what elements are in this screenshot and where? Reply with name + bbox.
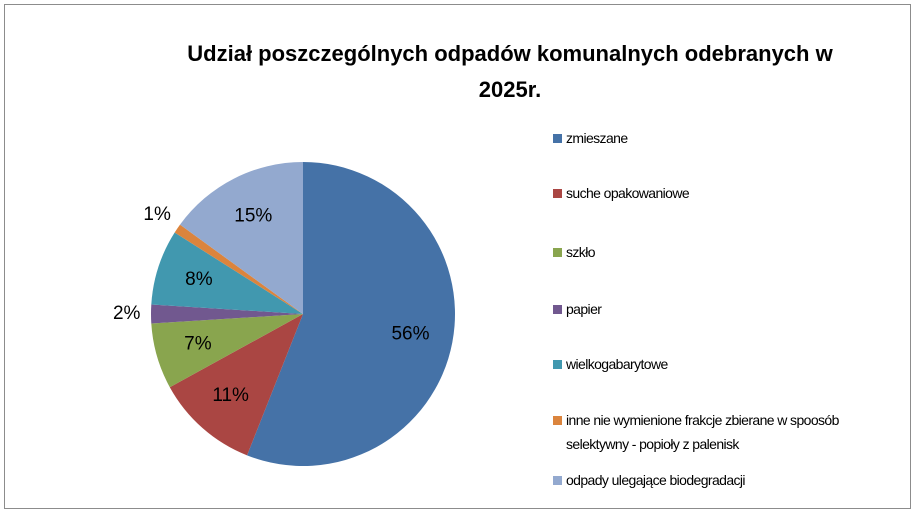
legend-label: szkło [566, 244, 596, 260]
legend-item: suche opakowaniowe [553, 181, 898, 205]
pie-slice [169, 314, 303, 456]
pie-slice [151, 304, 303, 324]
legend-swatch [553, 189, 562, 198]
chart-title: Udział poszczególnych odpadów komunalnyc… [187, 41, 833, 102]
legend-item: inne nie wymienione frakcje zbierane w s… [553, 408, 898, 456]
legend-label: odpady ulegające biodegradacji [566, 472, 746, 488]
legend-label: inne nie wymienione frakcje zbierane w s… [566, 412, 839, 452]
legend-item: odpady ulegające biodegradacji [553, 468, 898, 492]
pie-slice [151, 232, 303, 314]
data-label: 7% [184, 334, 212, 355]
legend-swatch [553, 248, 562, 257]
legend-swatch [553, 476, 562, 485]
legend-item: szkło [553, 240, 898, 264]
legend-swatch [553, 416, 562, 425]
legend-swatch [553, 305, 562, 314]
legend-item: zmieszane [553, 126, 898, 150]
pie-slice [151, 314, 303, 388]
legend-label: suche opakowaniowe [566, 185, 690, 201]
pie-slice [247, 162, 456, 466]
chart-frame [4, 4, 911, 509]
legend-swatch [553, 360, 562, 369]
pie-slice [174, 224, 303, 314]
legend-item: wielkogabarytowe [553, 352, 898, 376]
legend-swatch [553, 134, 562, 143]
data-label: 2% [113, 303, 141, 324]
pie-slice [180, 162, 303, 314]
data-label: 8% [185, 269, 213, 290]
legend-label: papier [566, 301, 602, 317]
legend-label: zmieszane [566, 130, 628, 146]
data-label: 1% [143, 204, 171, 225]
data-label: 15% [234, 206, 272, 227]
data-label: 11% [212, 385, 249, 406]
legend-label: wielkogabarytowe [566, 356, 668, 372]
legend-item: papier [553, 297, 898, 321]
data-label: 56% [391, 324, 429, 345]
